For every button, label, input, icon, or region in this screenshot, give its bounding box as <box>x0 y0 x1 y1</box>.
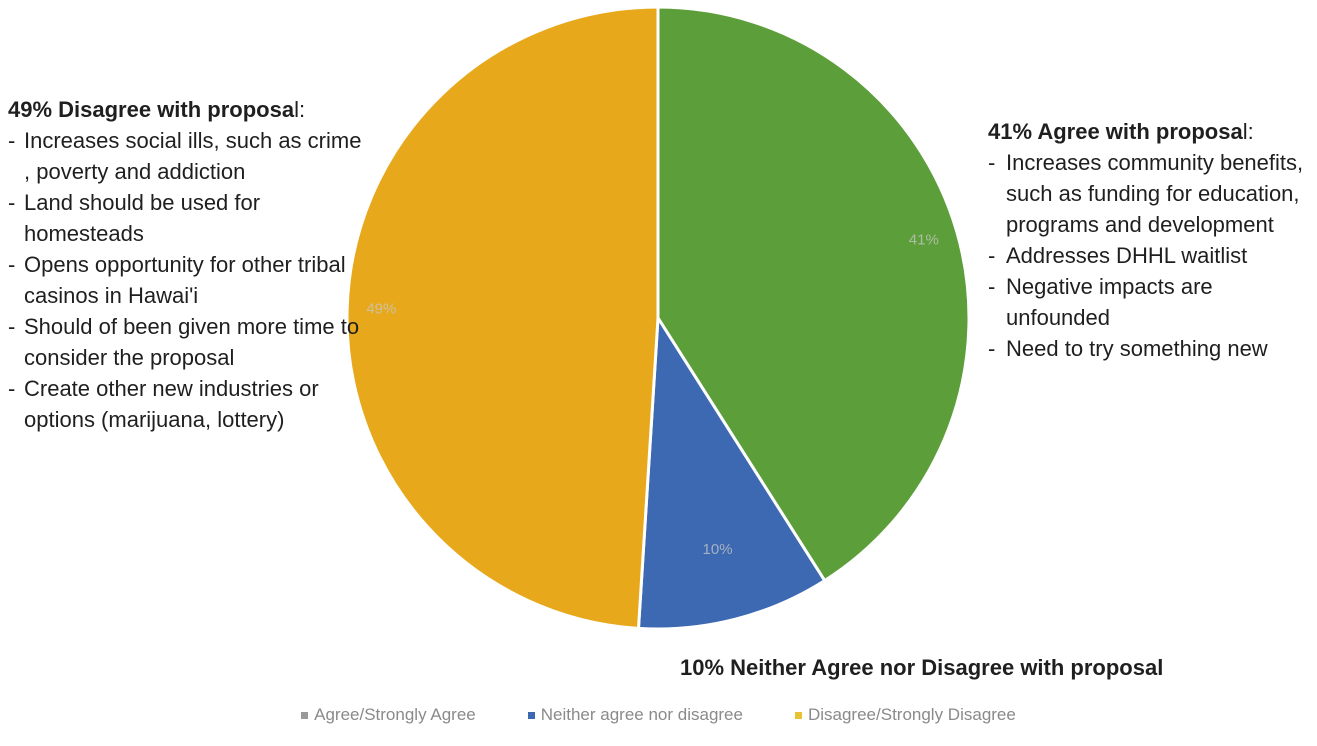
agree-heading: 41% Agree with proposal: <box>988 119 1254 144</box>
pie-data-label-neither: 10% <box>703 541 733 558</box>
legend-item-agree: Agree/Strongly Agree <box>301 705 476 725</box>
disagree-reason: Land should be used for homesteads <box>8 187 368 249</box>
legend-item-neither: Neither agree nor disagree <box>527 705 743 725</box>
agree-reason: Increases community benefits, such as fu… <box>988 147 1308 240</box>
disagree-reasons-list: Increases social ills, such as crime , p… <box>8 125 368 435</box>
agree-reason: Negative impacts are unfounded <box>988 271 1308 333</box>
legend-item-disagree: Disagree/Strongly Disagree <box>794 705 1016 725</box>
disagree-annotation: 49% Disagree with proposal: Increases so… <box>8 94 368 435</box>
agree-reasons-list: Increases community benefits, such as fu… <box>988 147 1308 364</box>
agree-reason: Addresses DHHL waitlist <box>988 240 1308 271</box>
disagree-reason: Opens opportunity for other tribal casin… <box>8 249 368 311</box>
agree-annotation: 41% Agree with proposal: Increases commu… <box>988 116 1308 364</box>
neither-annotation: 10% Neither Agree nor Disagree with prop… <box>680 655 1164 680</box>
pie-slice-disagree <box>345 5 660 630</box>
pie-data-label-agree: 41% <box>909 232 939 249</box>
legend-swatch-agree <box>301 711 309 719</box>
pie-slice-neither <box>636 313 827 631</box>
agree-reason: Need to try something new <box>988 333 1308 364</box>
legend-label: Agree/Strongly Agree <box>314 705 476 724</box>
disagree-heading: 49% Disagree with proposal: <box>8 97 306 122</box>
disagree-reason: Create other new industries or options (… <box>8 373 368 435</box>
legend-swatch-disagree <box>794 711 802 719</box>
legend-swatch-neither <box>527 711 535 719</box>
pie-slice-agree <box>656 5 971 583</box>
legend: Agree/Strongly Agree Neither agree nor d… <box>0 705 1317 725</box>
legend-label: Disagree/Strongly Disagree <box>807 705 1016 724</box>
disagree-reason: Increases social ills, such as crime , p… <box>8 125 368 187</box>
legend-label: Neither agree nor disagree <box>540 705 743 724</box>
disagree-reason: Should of been given more time to consid… <box>8 311 368 373</box>
pie-data-label-disagree: 49% <box>366 300 396 317</box>
